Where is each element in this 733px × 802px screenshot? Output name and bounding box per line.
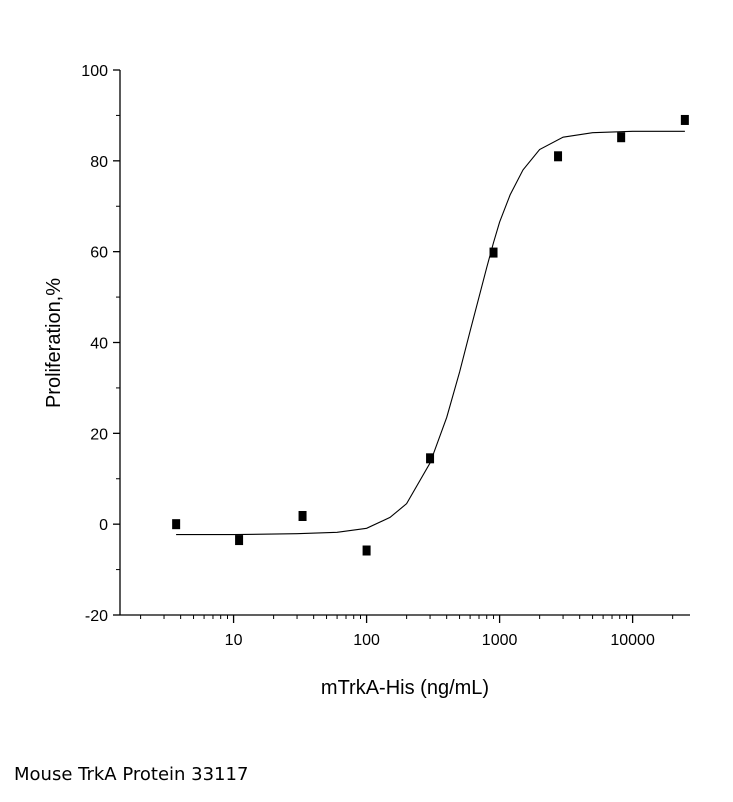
data-points bbox=[172, 114, 689, 556]
data-point bbox=[426, 453, 435, 464]
y-tick-label: 60 bbox=[90, 245, 108, 262]
y-tick-label: 80 bbox=[90, 154, 108, 171]
x-tick-label: 10 bbox=[225, 632, 243, 649]
y-axis-title: Proliferation,% bbox=[43, 278, 65, 408]
y-tick-label: 0 bbox=[99, 517, 108, 534]
data-point bbox=[235, 535, 244, 546]
data-point bbox=[362, 545, 371, 556]
x-tick-label: 10000 bbox=[610, 632, 655, 649]
data-point bbox=[617, 132, 626, 143]
y-tick-label: 40 bbox=[90, 336, 108, 353]
x-tick-label: 1000 bbox=[482, 632, 518, 649]
y-tick-label: -20 bbox=[85, 608, 108, 625]
data-point bbox=[680, 114, 689, 125]
x-tick-label: 100 bbox=[353, 632, 380, 649]
figure-caption: Mouse TrkA Protein 33117 bbox=[14, 764, 249, 785]
axes: -20 0 20 40 60 80 100 10 100 1000 10000 bbox=[81, 63, 690, 649]
data-point bbox=[172, 519, 181, 530]
data-point bbox=[489, 247, 498, 258]
y-tick-label: 20 bbox=[90, 426, 108, 443]
fit-curve bbox=[176, 130, 685, 536]
x-axis-title: mTrkA-His (ng/mL) bbox=[321, 677, 489, 699]
data-point bbox=[298, 510, 307, 521]
y-tick-label: 100 bbox=[81, 63, 108, 80]
data-point bbox=[554, 151, 563, 162]
